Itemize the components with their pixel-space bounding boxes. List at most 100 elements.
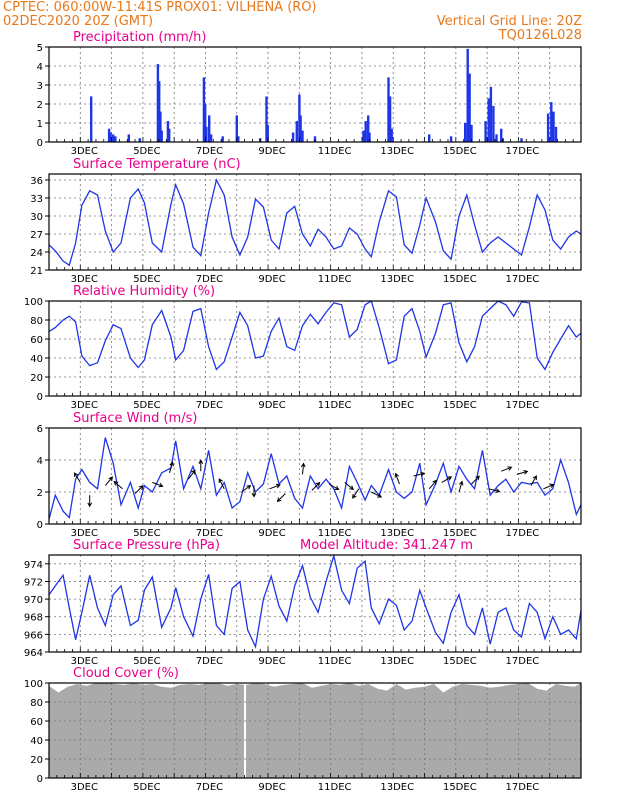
y-tick-label: 0 xyxy=(37,138,43,149)
precip-bar xyxy=(390,128,393,142)
x-tick-label: 9DEC xyxy=(258,656,285,667)
precip-bar xyxy=(127,134,130,142)
x-tick-label: 11DEC xyxy=(318,274,352,285)
wind-arrow xyxy=(371,491,383,498)
precip-bar xyxy=(301,130,304,142)
panel-frame xyxy=(48,300,582,397)
precip-bar xyxy=(464,123,467,142)
x-tick-label: 13DEC xyxy=(380,274,414,285)
wind-arrow xyxy=(394,472,400,485)
wind-arrow xyxy=(413,471,426,477)
y-tick-label: 30 xyxy=(30,212,43,223)
y-tick-label: 4 xyxy=(37,456,43,467)
wind-arrow xyxy=(471,475,480,485)
wind-arrow xyxy=(187,469,196,480)
x-tick-label: 5DEC xyxy=(133,782,160,793)
x-tick-label: 11DEC xyxy=(318,146,352,157)
series-line-wind xyxy=(48,437,582,520)
precip-bar xyxy=(114,136,117,142)
wind-arrow xyxy=(352,488,360,499)
series-line-psfc xyxy=(48,553,582,649)
x-tick-label: 11DEC xyxy=(318,528,352,539)
x-tick-label: 15DEC xyxy=(443,656,477,667)
series-line-rh xyxy=(48,300,582,371)
header-model: TQ0126L028 xyxy=(498,28,582,43)
wind-arrow xyxy=(218,478,225,490)
precip-bar xyxy=(235,115,238,142)
y-tick-label: 21 xyxy=(30,266,43,277)
panel-title-psfc: Surface Pressure (hPa) xyxy=(73,538,220,553)
panel-temp: Surface Temperature (nC) 21 24 27 30 33 36 3DEC… xyxy=(30,157,582,285)
precip-bar xyxy=(209,134,213,142)
precip-bar xyxy=(168,128,171,142)
x-tick-label: 7DEC xyxy=(196,528,223,539)
panel-title-precip: Precipitation (mm/h) xyxy=(73,30,206,45)
precip-bar xyxy=(112,134,115,142)
precip-bar xyxy=(90,96,93,142)
panel-title-rh: Relative Humidity (%) xyxy=(73,284,215,299)
precip-bar xyxy=(489,86,493,142)
precip-bar xyxy=(368,132,371,142)
precip-bar xyxy=(470,124,473,142)
x-tick-label: 9DEC xyxy=(258,146,285,157)
precip-bar xyxy=(266,124,269,142)
panel-wind: Surface Wind (m/s) 0 2 4 6 3DEC 5DEC 7DEC 9DEC 11… xyxy=(37,411,582,539)
wind-arrow xyxy=(87,495,93,508)
wind-arrow xyxy=(543,483,555,490)
header-date: 02DEC2020 20Z (GMT) xyxy=(3,14,154,29)
x-tick-label: 3DEC xyxy=(71,782,98,793)
y-tick-label: 1 xyxy=(37,119,43,130)
wind-arrow xyxy=(241,484,252,493)
precip-bar xyxy=(492,105,495,142)
x-tick-label: 3DEC xyxy=(71,528,98,539)
x-tick-label: 13DEC xyxy=(380,656,414,667)
wind-arrow xyxy=(251,485,257,498)
y-tick-label: 974 xyxy=(24,560,43,571)
x-tick-label: 15DEC xyxy=(443,146,477,157)
precip-bar xyxy=(208,115,211,142)
y-tick-label: 60 xyxy=(30,717,43,728)
x-tick-label: 11DEC xyxy=(318,656,352,667)
y-tick-label: 33 xyxy=(30,194,43,205)
x-tick-label: 7DEC xyxy=(196,782,223,793)
x-tick-label: 9DEC xyxy=(258,274,285,285)
precip-bar xyxy=(299,115,302,142)
precip-bar xyxy=(204,104,207,142)
precip-bar xyxy=(449,136,453,142)
wind-arrow xyxy=(428,479,438,490)
wind-arrow xyxy=(152,481,164,488)
x-tick-label: 15DEC xyxy=(443,400,477,411)
x-tick-label: 9DEC xyxy=(258,782,285,793)
x-tick-label: 15DEC xyxy=(443,782,477,793)
x-tick-label: 7DEC xyxy=(196,656,223,667)
x-tick-label: 9DEC xyxy=(258,528,285,539)
wind-arrow xyxy=(269,483,281,490)
y-tick-label: 968 xyxy=(24,613,43,624)
panel-cloud: Cloud Cover (%) 0 20 40 60 80 100 3DEC 5DEC 7DEC 9… xyxy=(24,666,582,793)
precip-bar xyxy=(466,48,469,142)
wind-arrow xyxy=(276,493,286,503)
panel-rh: Relative Humidity (%) 0 20 40 60 80 100 3DEC 5DE… xyxy=(24,284,582,411)
x-tick-label: 3DEC xyxy=(71,274,98,285)
x-tick-label: 7DEC xyxy=(196,274,223,285)
panel-title-temp: Surface Temperature (nC) xyxy=(73,157,241,172)
precip-bar xyxy=(550,102,553,142)
y-tick-label: 60 xyxy=(30,335,43,346)
series-line-temp xyxy=(48,178,582,267)
panel-annotation-psfc: Model Altitude: 341.247 m xyxy=(300,538,473,553)
wind-arrow xyxy=(198,459,204,472)
y-tick-label: 80 xyxy=(30,316,43,327)
cloud-area xyxy=(49,683,581,778)
wind-arrow xyxy=(516,470,529,475)
y-tick-label: 24 xyxy=(30,248,43,259)
y-tick-label: 20 xyxy=(30,373,43,384)
y-tick-label: 4 xyxy=(37,62,43,73)
x-tick-label: 7DEC xyxy=(196,146,223,157)
wind-arrow xyxy=(134,485,144,494)
y-tick-label: 36 xyxy=(30,176,43,187)
precip-bar xyxy=(484,121,487,142)
wind-arrow xyxy=(169,461,174,473)
precip-bar xyxy=(554,126,558,142)
y-tick-label: 100 xyxy=(24,679,43,690)
